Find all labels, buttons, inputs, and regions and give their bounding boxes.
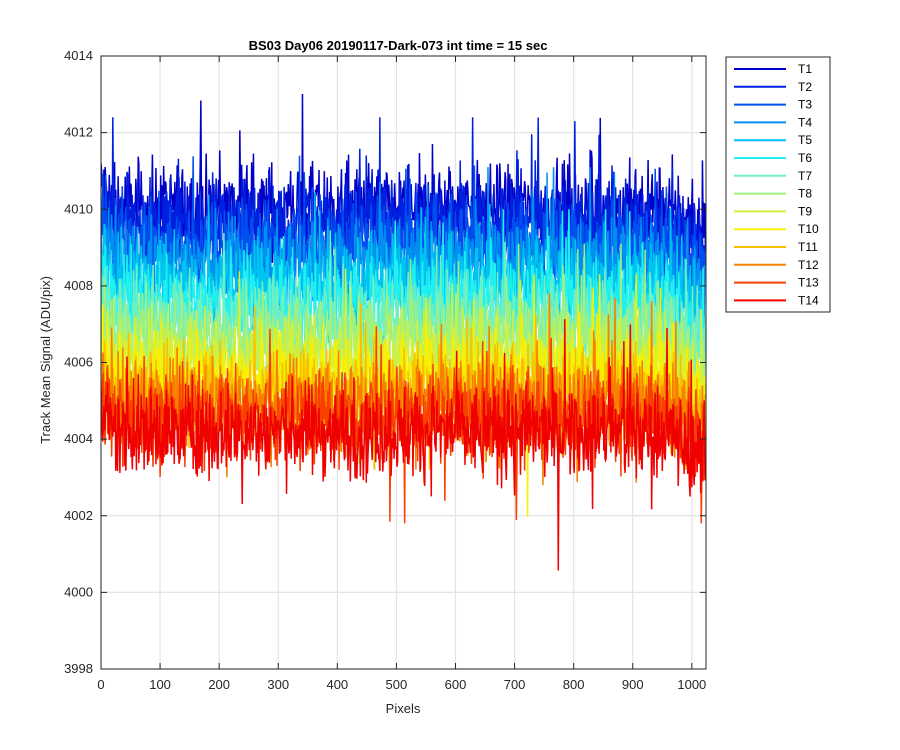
chart-title: BS03 Day06 20190117-Dark-073 int time = … [249, 38, 548, 53]
series-lines [101, 93, 706, 571]
legend-label-T3: T3 [798, 98, 812, 112]
y-tick-label: 4008 [64, 278, 93, 293]
legend-label-T14: T14 [798, 293, 819, 307]
legend-label-T10: T10 [798, 222, 819, 236]
x-tick-label: 900 [622, 677, 644, 692]
y-tick-label: 4002 [64, 508, 93, 523]
legend-label-T7: T7 [798, 169, 812, 183]
x-tick-label: 100 [149, 677, 171, 692]
legend-label-T5: T5 [798, 133, 812, 147]
legend: T1 T2 T3 T4 T5 T6 T7 T8 T9 T10 T11 T12 T13 T14 [725, 56, 831, 313]
x-tick-label: 500 [386, 677, 408, 692]
y-tick-label: 3998 [64, 661, 93, 676]
legend-label-T8: T8 [798, 187, 812, 201]
x-tick-label: 200 [208, 677, 230, 692]
y-axis-label: Track Mean Signal (ADU/pix) [38, 276, 53, 444]
legend-box [725, 56, 831, 313]
y-tick-label: 4000 [64, 584, 93, 599]
x-tick-label: 800 [563, 677, 585, 692]
x-tick-label: 700 [504, 677, 526, 692]
y-tick-label: 4006 [64, 355, 93, 370]
legend-label-T2: T2 [798, 80, 812, 94]
y-tick-label: 4014 [64, 48, 93, 63]
y-tick-label: 4012 [64, 125, 93, 140]
x-tick-label: 0 [97, 677, 104, 692]
axis-ticks: 0 100 200 300 400 500 600 700 800 900 1000 3998 4000… [64, 48, 706, 692]
legend-label-T13: T13 [798, 276, 819, 290]
x-tick-label: 600 [445, 677, 467, 692]
legend-label-T4: T4 [798, 115, 812, 129]
x-axis-label: Pixels [386, 701, 421, 716]
y-tick-label: 4010 [64, 201, 93, 216]
x-tick-label: 400 [326, 677, 348, 692]
legend-label-T6: T6 [798, 151, 812, 165]
x-tick-label: 1000 [677, 677, 706, 692]
legend-label-T12: T12 [798, 258, 819, 272]
series-line-T14 [101, 319, 706, 571]
x-tick-label: 300 [267, 677, 289, 692]
y-tick-label: 4004 [64, 431, 93, 446]
legend-label-T11: T11 [798, 240, 818, 254]
legend-label-T9: T9 [798, 204, 812, 218]
legend-label-T1: T1 [798, 62, 812, 76]
